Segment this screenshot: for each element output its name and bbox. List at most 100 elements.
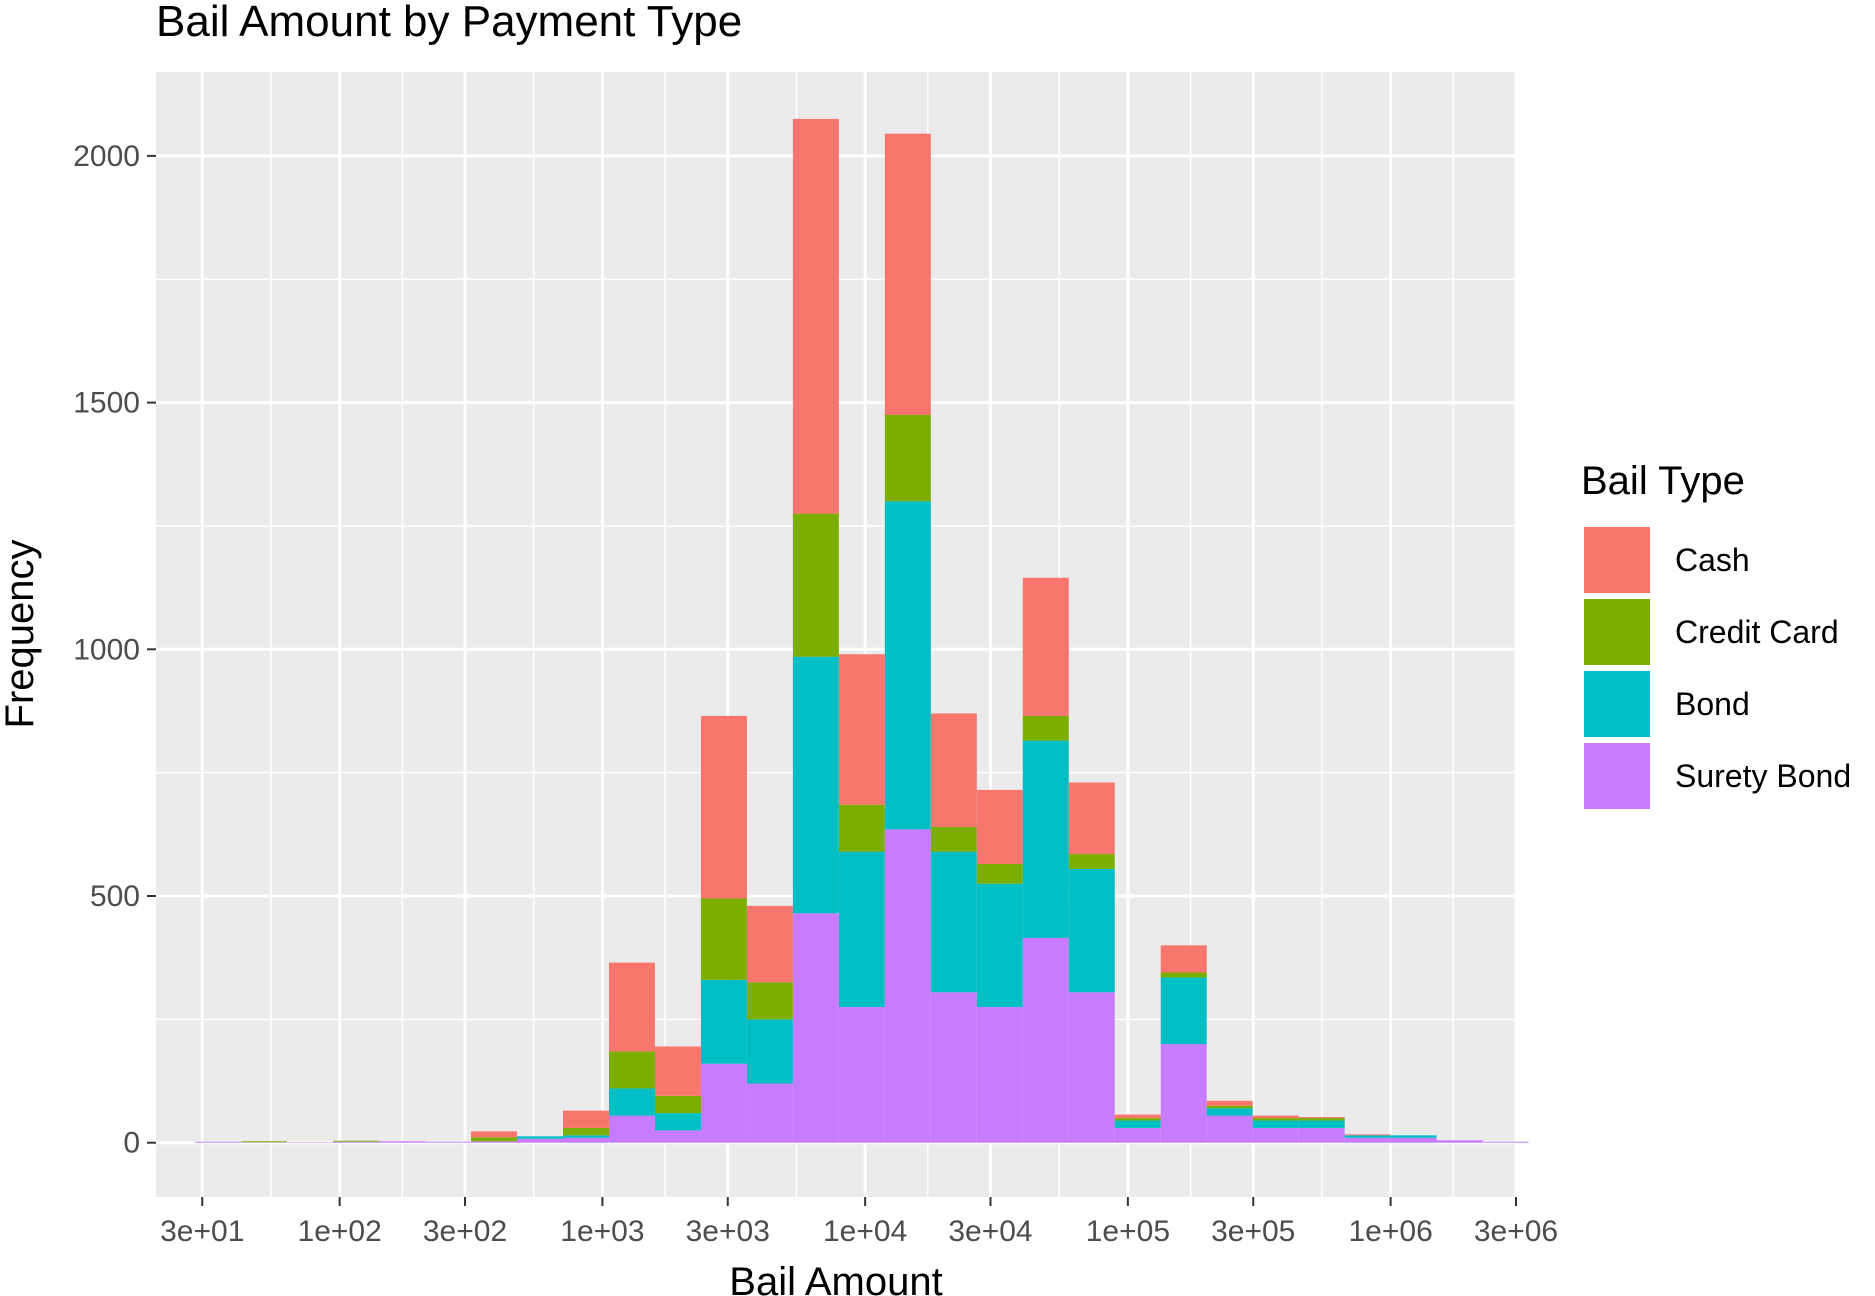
bar-segment-bond <box>1114 1120 1161 1128</box>
legend-title: Bail Type <box>1581 459 1745 503</box>
chart-title: Bail Amount by Payment Type <box>156 0 742 46</box>
bar-segment-credit-card <box>976 863 1023 884</box>
x-tick-label: 1e+05 <box>1086 1215 1170 1248</box>
bar-stacks <box>195 118 1529 1143</box>
bar-segment-cash <box>654 1046 701 1096</box>
bar-segment-cash <box>1022 577 1069 716</box>
bar-segment-bond <box>517 1136 563 1139</box>
x-tick-label: 3e+05 <box>1211 1215 1295 1248</box>
y-tick-label: 1500 <box>73 387 140 420</box>
bar-segment-bond <box>746 1019 793 1084</box>
bar-segment-cash <box>746 905 793 983</box>
bar-segment-credit-card <box>471 1137 518 1142</box>
bar-segment-bond <box>884 501 931 830</box>
bar-segment-bond <box>1344 1135 1391 1138</box>
bar-segment-bond <box>930 851 977 993</box>
bar-segment-bond <box>608 1088 655 1116</box>
x-tick-label: 3e+02 <box>423 1215 507 1248</box>
bar-segment-cash <box>1206 1100 1253 1106</box>
bar-segment-surety-bond <box>792 913 839 1143</box>
legend-label: Surety Bond <box>1675 758 1851 794</box>
bar-segment-bond <box>1206 1108 1253 1116</box>
bar-segment-credit-card <box>884 414 931 502</box>
bar-segment-credit-card <box>333 1140 380 1142</box>
bar-segment-surety-bond <box>333 1141 380 1143</box>
bar-segment-bond <box>838 851 885 1008</box>
legend-swatch <box>1582 669 1652 739</box>
bar-segment-credit-card <box>1114 1118 1161 1121</box>
bar-segment-surety-bond <box>562 1137 609 1143</box>
bar-segment-credit-card <box>746 982 793 1020</box>
bar-segment-credit-card <box>1022 715 1069 741</box>
bar-segment-cash <box>1160 945 1207 973</box>
bar-segment-surety-bond <box>195 1141 242 1143</box>
y-tick-label: 500 <box>90 880 140 913</box>
bar-segment-bond <box>700 979 747 1064</box>
x-tick-label: 1e+06 <box>1349 1215 1433 1248</box>
bar-segment-surety-bond <box>1390 1137 1437 1143</box>
bar-segment-surety-bond <box>884 829 931 1143</box>
bar-segment-cash <box>608 962 655 1052</box>
bar-segment-credit-card <box>792 513 839 657</box>
bar-segment-surety-bond <box>1482 1141 1529 1143</box>
bar-segment-credit-card <box>1298 1118 1345 1121</box>
bar-segment-credit-card <box>1068 854 1115 869</box>
bar-segment-cash <box>976 789 1023 864</box>
bar-segment-surety-bond <box>930 992 977 1143</box>
legend-swatch <box>1582 597 1652 667</box>
bar-segment-credit-card <box>1160 972 1207 978</box>
bar-segment-bond <box>654 1113 701 1131</box>
bar-segment-surety-bond <box>1022 937 1069 1143</box>
bar-segment-credit-card <box>700 898 747 980</box>
bar-segment-credit-card <box>562 1127 609 1136</box>
bar-segment-cash <box>884 133 931 415</box>
y-tick-label: 1000 <box>73 633 140 666</box>
bar-segment-surety-bond <box>1206 1115 1253 1143</box>
x-tick-label: 3e+03 <box>686 1215 770 1248</box>
bar-segment-cash <box>838 654 885 805</box>
y-tick-label: 2000 <box>73 140 140 173</box>
bar-segment-surety-bond <box>471 1141 518 1143</box>
bar-segment-credit-card <box>654 1095 701 1114</box>
bar-segment-credit-card <box>1206 1105 1253 1109</box>
bar-segment-credit-card <box>838 804 885 852</box>
bar-segment-surety-bond <box>1344 1137 1391 1143</box>
bar-segment-surety-bond <box>700 1063 747 1143</box>
legend-label: Bond <box>1675 686 1750 722</box>
bar-segment-surety-bond <box>1252 1127 1299 1143</box>
bar-segment-surety-bond <box>517 1138 563 1143</box>
bar-segment-surety-bond <box>1436 1140 1483 1143</box>
bar-segment-surety-bond <box>976 1007 1023 1143</box>
legend-swatch <box>1582 525 1652 595</box>
bar-segment-cash <box>700 715 747 899</box>
bar-segment-cash <box>1068 782 1115 855</box>
legend-swatch <box>1582 741 1652 811</box>
bar-segment-surety-bond <box>1068 992 1115 1143</box>
bar-segment-credit-card <box>930 826 977 852</box>
bar-segment-surety-bond <box>1298 1127 1345 1143</box>
bar-segment-bond <box>1252 1120 1299 1128</box>
bar-segment-cash <box>1298 1117 1345 1119</box>
x-tick-label: 3e+01 <box>160 1215 244 1248</box>
bar-segment-bond <box>976 883 1023 1008</box>
bar-segment-bond <box>1390 1135 1437 1138</box>
bar-segment-bond <box>1022 740 1069 938</box>
x-tick-label: 1e+04 <box>823 1215 907 1248</box>
bar-segment-bond <box>792 656 839 914</box>
bar-segment-cash <box>1344 1134 1391 1136</box>
legend-label: Credit Card <box>1675 614 1839 650</box>
bar-segment-cash <box>930 713 977 827</box>
bar-segment-surety-bond <box>425 1141 472 1143</box>
bar-segment-surety-bond <box>746 1083 793 1143</box>
bar-segment-surety-bond <box>838 1007 885 1143</box>
legend-label: Cash <box>1675 542 1750 578</box>
legend: Bail Type Cash Credit Card Bond Surety Bond <box>1581 459 1851 811</box>
bar-segment-surety-bond <box>608 1115 655 1143</box>
bar-segment-cash <box>1252 1115 1299 1119</box>
bar-segment-surety-bond <box>1114 1127 1161 1143</box>
x-tick-label: 1e+02 <box>298 1215 382 1248</box>
bar-segment-bond <box>1160 977 1207 1045</box>
bar-segment-bond <box>1298 1120 1345 1128</box>
x-tick-label: 1e+03 <box>560 1215 644 1248</box>
bar-segment-surety-bond <box>379 1141 426 1143</box>
